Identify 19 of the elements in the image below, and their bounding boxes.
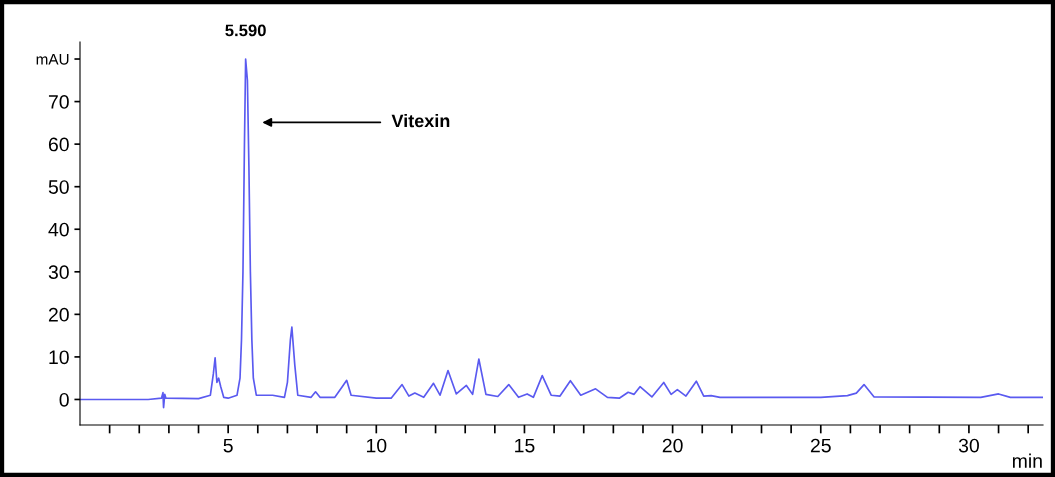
y-tick-label: 40: [48, 222, 69, 237]
x-tick-label: 25: [810, 438, 831, 453]
y-tick-label: mAU: [36, 54, 69, 65]
y-tick-label: 30: [48, 265, 69, 280]
y-tick-label: 50: [48, 180, 69, 194]
y-tick-label: 10: [49, 350, 69, 365]
y-tick-label: 20: [48, 307, 69, 322]
annotation: 5.590: [225, 24, 266, 37]
x-tick-label: 30: [958, 438, 979, 453]
x-tick-label: 10: [366, 438, 387, 453]
y-tick-label: 70: [48, 95, 69, 109]
annotation: Vitexin: [391, 114, 450, 128]
x-tick-label: 20: [662, 438, 683, 453]
y-tick-label: 0: [59, 392, 69, 407]
y-tick-label: 60: [48, 137, 69, 152]
x-tick-label: 5: [223, 438, 233, 453]
line-series: [80, 58, 1043, 409]
x-tick-label: 15: [515, 438, 535, 453]
x-axis-title: min: [1012, 453, 1042, 468]
